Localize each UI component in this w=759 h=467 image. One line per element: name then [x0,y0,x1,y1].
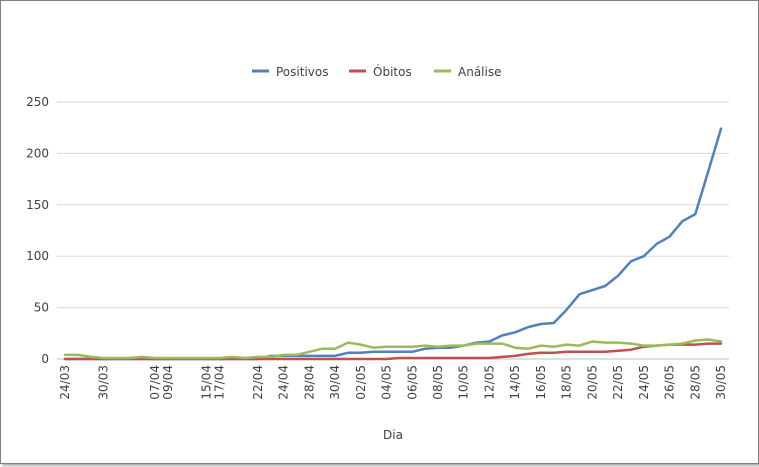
x-tick-label: 15/04 [199,365,213,400]
x-axis-title: Dia [383,428,403,442]
x-tick-label: 07/04 [148,365,162,400]
x-tick-label: 06/05 [405,365,419,400]
x-tick-label: 24/05 [637,365,651,400]
legend-label: Positivos [276,65,328,79]
x-tick-label: 30/05 [714,365,728,400]
x-tick-label: 24/04 [277,365,291,400]
y-tick-label: 100 [26,249,49,263]
x-tick-label: 18/05 [560,365,574,400]
x-tick-label: 22/05 [611,365,625,400]
x-tick-label: 28/04 [302,365,316,400]
x-tick-label: 02/05 [354,365,368,400]
x-tick-label: 24/03 [58,365,72,400]
x-tick-label: 20/05 [585,365,599,400]
series-line-análise [63,338,723,360]
x-tick-label: 12/05 [482,365,496,400]
series-line-positivos [63,127,723,361]
legend: Positivos Óbitos Análise [252,64,501,79]
x-tick-label: 28/05 [688,365,702,400]
legend-label: Análise [458,65,501,79]
y-tick-label: 0 [41,352,49,366]
x-tick-label: 14/05 [508,365,522,400]
x-tick-label: 30/03 [97,365,111,400]
y-tick-label: 250 [26,95,49,109]
x-tick-label: 16/05 [534,365,548,400]
x-tick-label: 17/04 [212,365,226,400]
y-tick-label: 150 [26,198,49,212]
legend-label: Óbitos [373,64,412,79]
x-tick-label: 10/05 [457,365,471,400]
x-tick-label: 04/05 [380,365,394,400]
y-tick-label: 200 [26,146,49,160]
x-tick-label: 22/04 [251,365,265,400]
y-tick-label: 50 [34,301,49,315]
x-tick-label: 08/05 [431,365,445,400]
x-tick-label: 26/05 [663,365,677,400]
y-axis-ticks: 0 50 100 150 200 250 [26,95,49,366]
x-tick-label: 30/04 [328,365,342,400]
x-tick-label: 09/04 [161,365,175,400]
gridlines [57,101,729,360]
series-lines [63,127,723,361]
